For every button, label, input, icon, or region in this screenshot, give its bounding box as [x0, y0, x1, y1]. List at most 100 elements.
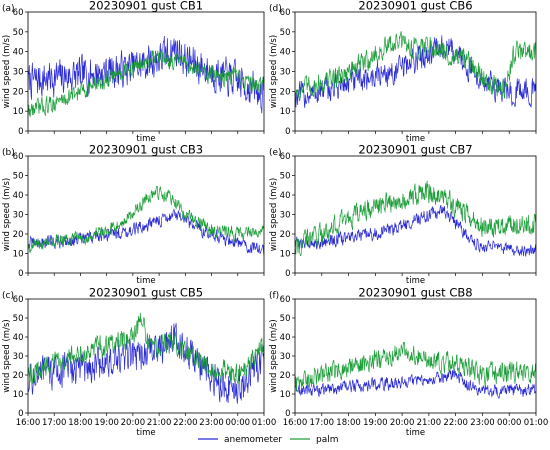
y-tick-label: 20 [280, 230, 291, 240]
y-tick-label: 10 [13, 250, 24, 260]
x-tick-label: 21:00 [417, 418, 442, 428]
y-tick-label: 20 [13, 230, 24, 240]
y-tick-label: 40 [280, 191, 291, 201]
x-tick-label: 01:00 [524, 418, 549, 428]
y-tick-label: 0 [18, 127, 23, 137]
series-line-anemometer [295, 368, 536, 400]
y-tick-label: 40 [13, 191, 24, 201]
y-tick-label: 0 [18, 409, 23, 419]
y-tick-label: 30 [13, 352, 24, 362]
y-tick-label: 10 [280, 107, 291, 117]
y-tick-label: 50 [280, 28, 291, 38]
x-axis-label: time [136, 428, 155, 438]
x-axis-label: time [406, 134, 425, 144]
y-axis-label: wind speed (m/s) [2, 319, 12, 392]
chart-panel-a: 0 10 20 30 40 50 60 20230901 gust CB1 (a) time win… [2, 0, 265, 144]
plot-frame [27, 155, 265, 274]
y-tick-label: 60 [13, 152, 24, 162]
y-tick-label: 60 [280, 152, 291, 162]
series-line-palm [28, 48, 264, 118]
y-tick-label: 0 [285, 269, 290, 279]
chart-panel-c: 0 10 20 30 40 50 60 16:00 17:00 18:00 19:00 20:00 21… [2, 286, 276, 439]
plot-frame [294, 298, 537, 414]
x-tick-label: 01:00 [252, 418, 277, 428]
panel-letter: (e) [269, 148, 282, 158]
y-axis-label: wind speed (m/s) [2, 35, 12, 108]
panel-letter: (f) [269, 291, 279, 301]
series-line-anemometer [295, 204, 536, 257]
panel-letter: (c) [2, 291, 14, 301]
series-line-palm [295, 180, 536, 257]
series-line-palm [28, 185, 264, 254]
x-axis-label: time [406, 276, 425, 286]
chart-title: 20230901 gust CB1 [89, 0, 203, 13]
x-tick-label: 17:00 [42, 418, 67, 428]
y-tick-label: 40 [13, 333, 24, 343]
y-tick-label: 60 [13, 8, 24, 18]
chart-title: 20230901 gust CB7 [358, 143, 472, 157]
x-tick-label: 19:00 [363, 418, 388, 428]
y-tick-label: 30 [13, 211, 24, 221]
x-tick-label: 20:00 [121, 418, 146, 428]
chart-panel-d: 0 10 20 30 40 50 60 20230901 gust CB6 (d) time win… [269, 0, 537, 144]
x-tick-label: 16:00 [16, 418, 41, 428]
x-tick-label: 00:00 [226, 418, 251, 428]
plot-frame [294, 11, 537, 132]
y-tick-label: 20 [280, 87, 291, 97]
y-tick-label: 60 [280, 8, 291, 18]
x-tick-label: 23:00 [199, 418, 224, 428]
series-line-anemometer [28, 36, 264, 114]
x-axis-label: time [406, 428, 425, 438]
y-tick-label: 10 [280, 390, 291, 400]
legend: anemometer palm [198, 435, 339, 445]
series-line-palm [28, 312, 264, 385]
legend-label-anemometer: anemometer [224, 435, 282, 445]
x-axis-label: time [136, 134, 155, 144]
y-tick-label: 30 [280, 352, 291, 362]
y-tick-label: 0 [285, 127, 290, 137]
y-axis-label: wind speed (m/s) [269, 319, 279, 392]
y-tick-label: 60 [280, 295, 291, 305]
series-line-palm [295, 341, 536, 392]
y-tick-label: 50 [280, 314, 291, 324]
x-tick-label: 19:00 [94, 418, 119, 428]
panel-letter: (d) [269, 4, 282, 14]
chart-panel-f: 0 10 20 30 40 50 60 16:00 17:00 18:00 19:00 20:00 21… [269, 286, 548, 439]
chart-panel-b: 0 10 20 30 40 50 60 20230901 gust CB3 (b) time win… [2, 143, 265, 286]
x-tick-label: 22:00 [173, 418, 198, 428]
y-tick-label: 50 [13, 28, 24, 38]
panel-letter: (a) [2, 4, 15, 14]
plot-frame [294, 155, 537, 274]
chart-title: 20230901 gust CB5 [89, 286, 203, 300]
y-tick-label: 30 [13, 68, 24, 78]
y-axis-label: wind speed (m/s) [269, 178, 279, 251]
x-axis-label: time [136, 276, 155, 286]
x-tick-label: 18:00 [68, 418, 93, 428]
series-line-anemometer [295, 35, 536, 108]
x-tick-label: 17:00 [310, 418, 335, 428]
y-tick-label: 60 [13, 295, 24, 305]
x-tick-label: 16:00 [283, 418, 308, 428]
x-tick-label: 21:00 [147, 418, 172, 428]
chart-title: 20230901 gust CB8 [358, 286, 472, 300]
y-tick-label: 0 [18, 269, 23, 279]
x-tick-label: 20:00 [390, 418, 415, 428]
y-tick-label: 50 [13, 314, 24, 324]
chart-title: 20230901 gust CB3 [89, 143, 203, 157]
y-tick-label: 40 [280, 333, 291, 343]
y-tick-label: 20 [13, 371, 24, 381]
x-tick-label: 00:00 [497, 418, 522, 428]
y-tick-label: 40 [13, 48, 24, 58]
y-tick-label: 20 [13, 87, 24, 97]
legend-label-palm: palm [316, 435, 339, 445]
chart-title: 20230901 gust CB6 [358, 0, 472, 13]
panel-letter: (b) [2, 148, 15, 158]
x-tick-label: 22:00 [443, 418, 468, 428]
y-tick-label: 30 [280, 211, 291, 221]
y-tick-label: 10 [280, 250, 291, 260]
chart-panel-e: 0 10 20 30 40 50 60 20230901 gust CB7 (e) time win… [269, 143, 537, 286]
y-tick-label: 0 [285, 409, 290, 419]
y-tick-label: 20 [280, 371, 291, 381]
y-tick-label: 10 [13, 390, 24, 400]
series-line-palm [295, 31, 536, 102]
